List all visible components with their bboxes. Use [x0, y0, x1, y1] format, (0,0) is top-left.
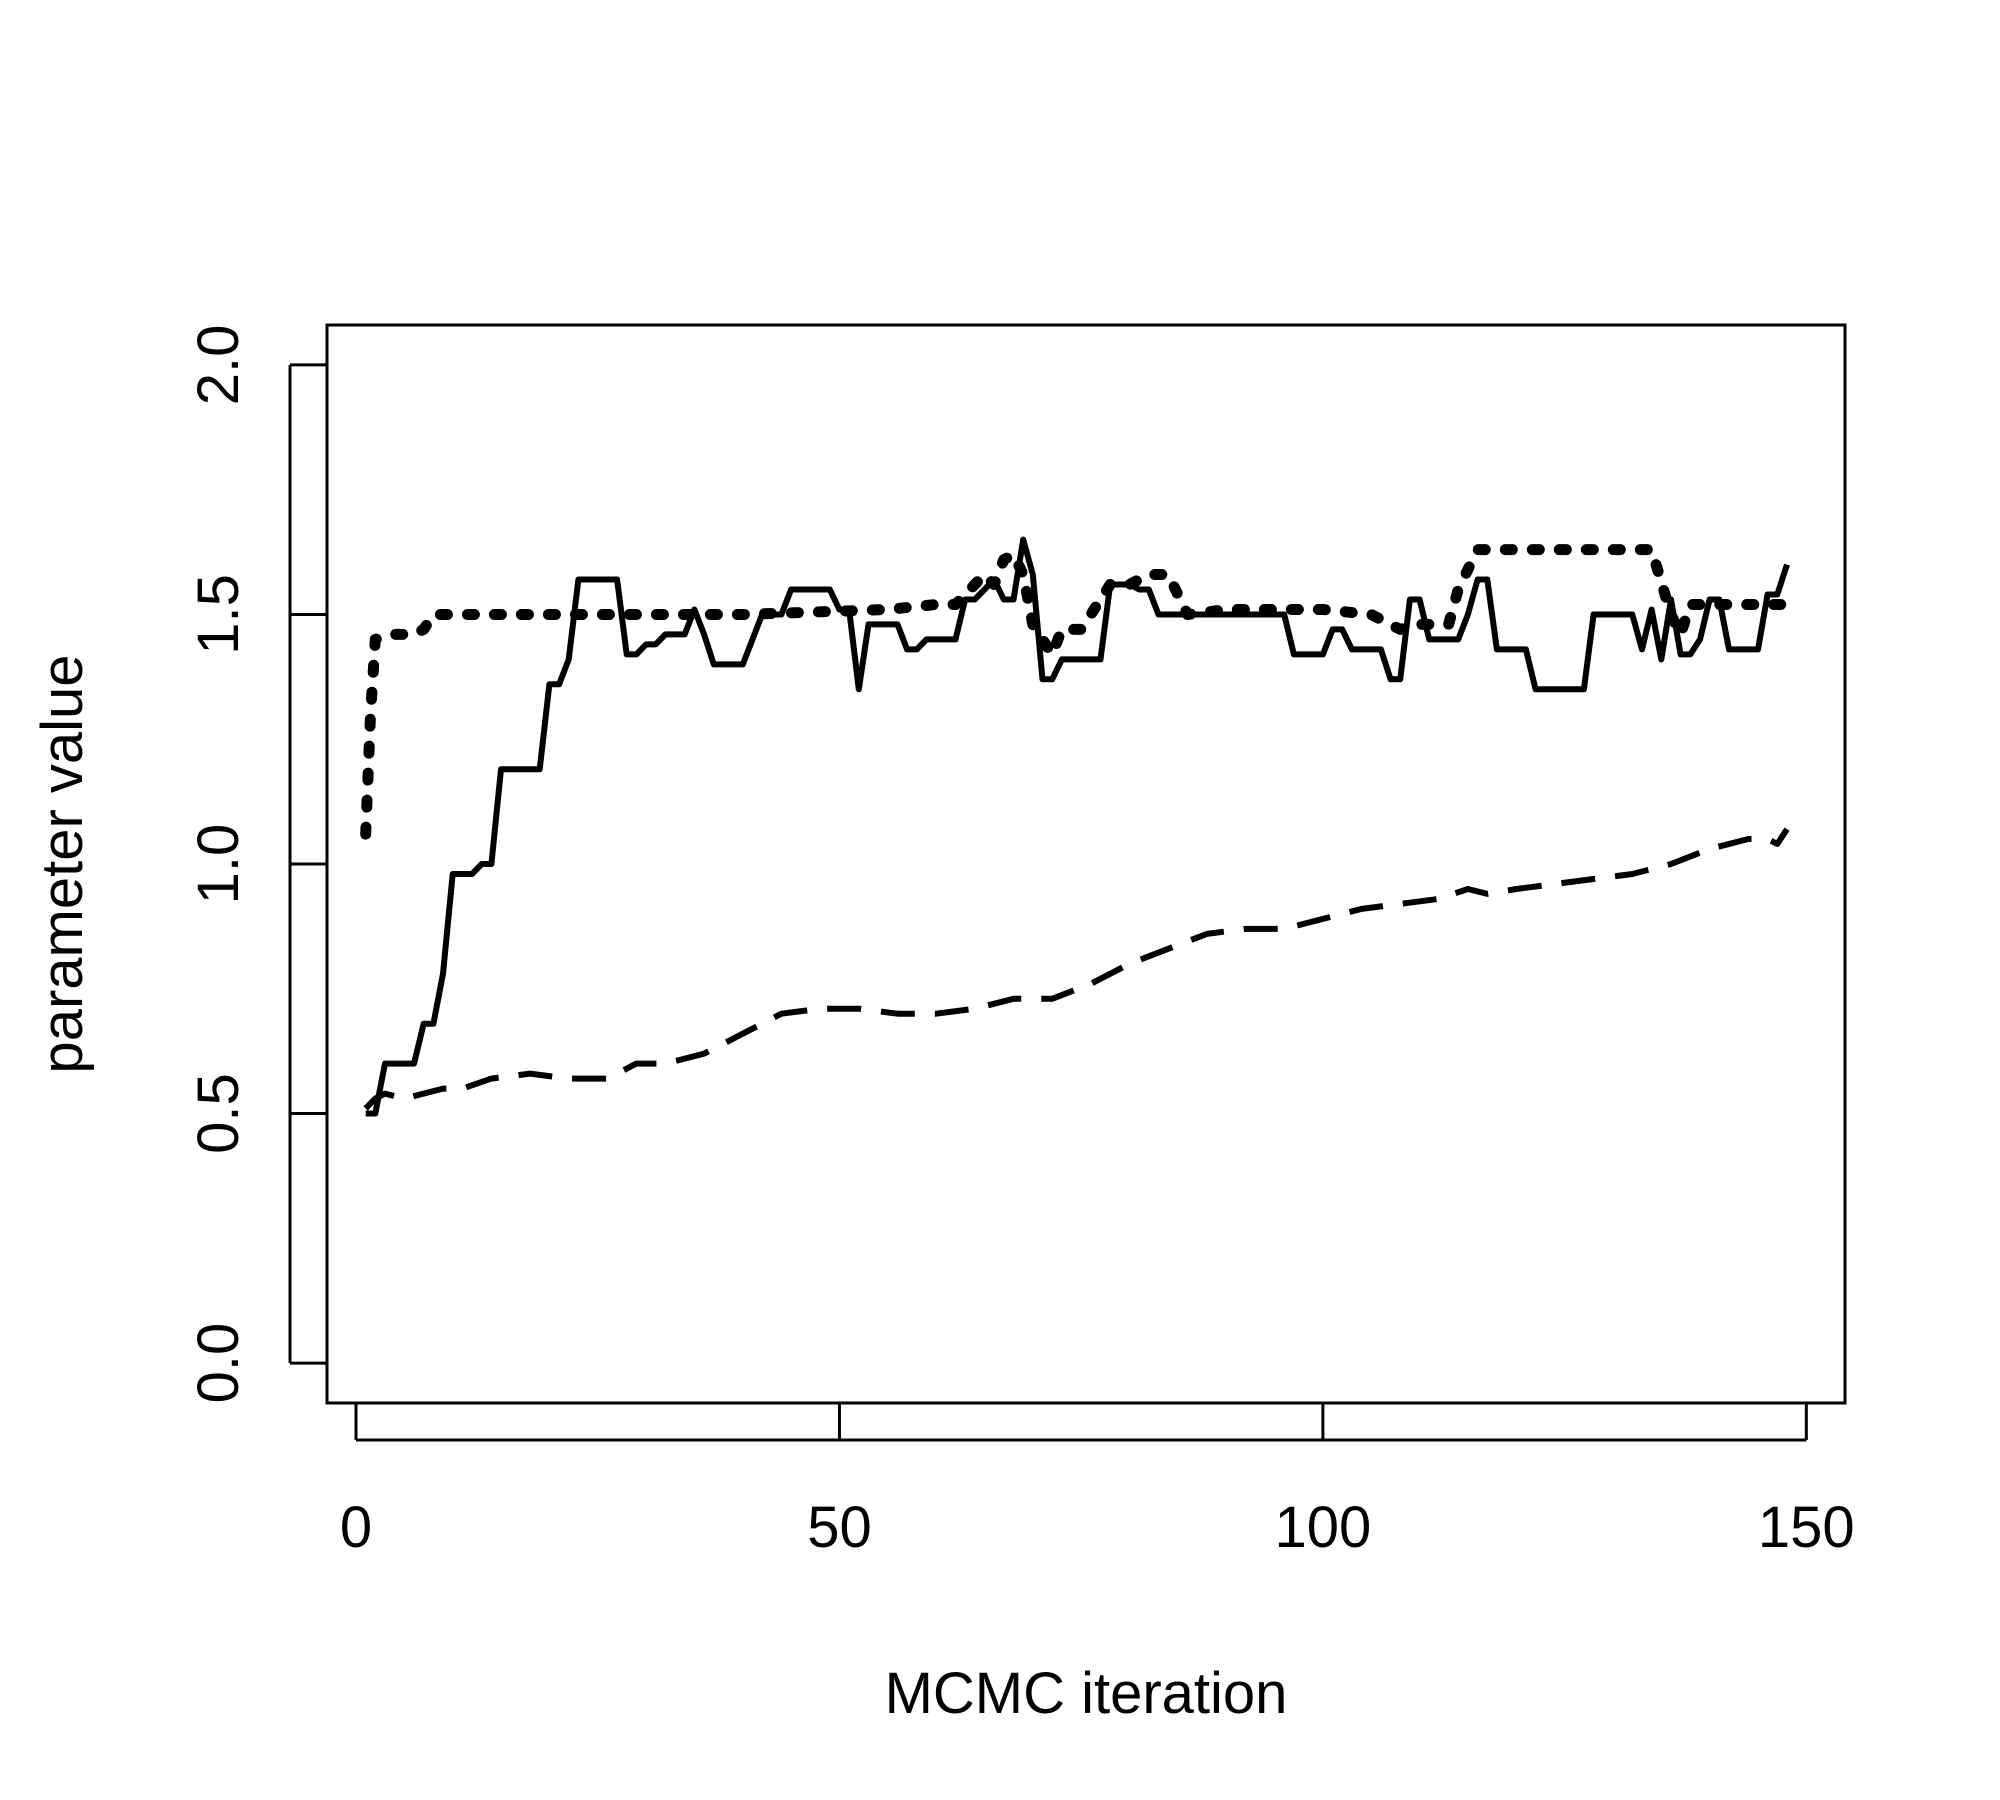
series-dashed-line: [363, 827, 1790, 1111]
y-axis-title: parameter value: [30, 654, 95, 1073]
y-tick-label: 1.5: [186, 574, 251, 655]
y-tick-label: 2.0: [186, 325, 251, 406]
x-axis-title: MCMC iteration: [885, 1661, 1288, 1726]
y-tick-label: 1.0: [186, 824, 251, 905]
x-tick-label: 0: [340, 1495, 372, 1560]
x-tick-label: 50: [807, 1495, 872, 1560]
series-dotted-line: [360, 544, 1793, 840]
y-tick-label: 0.5: [186, 1073, 251, 1154]
y-tick-label: 0.0: [186, 1323, 251, 1404]
plot-frame: [325, 323, 1847, 1405]
x-tick-label: 100: [1274, 1495, 1371, 1560]
x-axis: 0 50 100 150: [340, 1403, 1855, 1560]
x-tick-label: 150: [1758, 1495, 1855, 1560]
series-layer: [360, 536, 1793, 1117]
y-axis: 0.0 0.5 1.0 1.5 2.0: [186, 325, 327, 1404]
